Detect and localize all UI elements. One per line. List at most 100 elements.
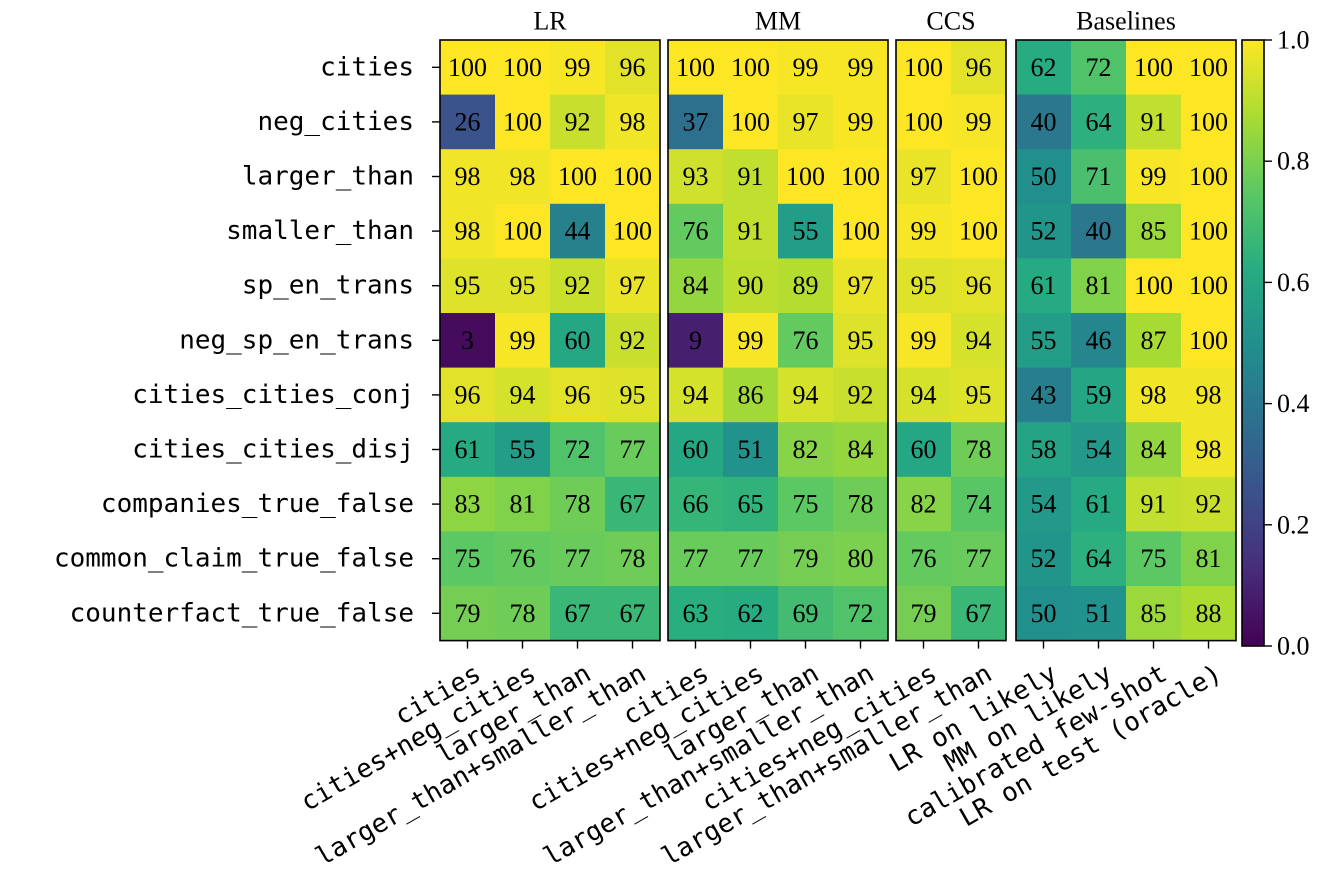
- cell-value-label: 78: [565, 490, 591, 519]
- cell-value-label: 66: [683, 490, 709, 519]
- colorbar-tick-label: 0.2: [1277, 510, 1310, 539]
- heatmap-cell: [896, 422, 952, 478]
- heatmap-cell: [951, 531, 1007, 587]
- cell-value-label: 100: [959, 217, 998, 246]
- heatmap-cell: [550, 40, 606, 96]
- cell-value-label: 40: [1086, 217, 1112, 246]
- heatmap-cell: [1016, 94, 1072, 150]
- row-label: neg_cities: [257, 107, 414, 137]
- heatmap-cell: [668, 149, 724, 205]
- cell-value-label: 98: [1141, 380, 1167, 409]
- heatmap-cell: [440, 149, 496, 205]
- cell-value-label: 79: [455, 599, 481, 628]
- heatmap-cell: [778, 149, 834, 205]
- cell-value-label: 99: [565, 53, 591, 82]
- heatmap-cell: [1126, 476, 1182, 532]
- cell-value-label: 26: [455, 107, 481, 136]
- cell-value-label: 77: [683, 544, 709, 573]
- cell-value-label: 95: [620, 380, 646, 409]
- row-label: neg_sp_en_trans: [179, 325, 414, 355]
- heatmap-cell: [1016, 40, 1072, 96]
- cell-value-label: 65: [738, 490, 764, 519]
- heatmap-cell: [1071, 476, 1127, 532]
- cell-value-label: 94: [510, 380, 536, 409]
- cell-value-label: 80: [848, 544, 874, 573]
- panel-frame: [439, 39, 661, 642]
- row-label: smaller_than: [226, 216, 414, 246]
- cell-value-label: 87: [1141, 326, 1167, 355]
- cell-value-label: 37: [683, 107, 709, 136]
- cell-value-label: 91: [1141, 490, 1167, 519]
- cell-value-label: 88: [1196, 599, 1222, 628]
- heatmap-cell: [1071, 531, 1127, 587]
- heatmap-cell: [1126, 258, 1182, 314]
- cell-value-label: 60: [911, 435, 937, 464]
- heatmap-cell: [1016, 313, 1072, 369]
- cell-value-label: 100: [959, 162, 998, 191]
- row-label: sp_en_trans: [242, 271, 414, 301]
- colorbar-tick-label: 0.4: [1277, 389, 1310, 418]
- cell-value-label: 95: [510, 271, 536, 300]
- row-label: cities_cities_disj: [132, 435, 414, 465]
- cell-value-label: 84: [1141, 435, 1167, 464]
- cell-value-label: 40: [1031, 107, 1057, 136]
- row-label: common_claim_true_false: [54, 544, 414, 574]
- cell-value-label: 99: [911, 326, 937, 355]
- cell-value-label: 71: [1086, 162, 1112, 191]
- heatmap-cell: [605, 258, 661, 314]
- heatmap-cell: [550, 258, 606, 314]
- heatmap-cell: [951, 476, 1007, 532]
- cell-value-label: 100: [841, 217, 880, 246]
- cell-value-label: 96: [455, 380, 481, 409]
- cell-value-label: 44: [565, 217, 591, 246]
- cell-value-label: 100: [1189, 162, 1228, 191]
- cell-value-label: 85: [1141, 217, 1167, 246]
- cell-value-label: 54: [1031, 490, 1057, 519]
- heatmap-cell: [550, 422, 606, 478]
- colorbar-gradient: [1242, 40, 1264, 646]
- heatmap-cell: [951, 313, 1007, 369]
- cell-value-label: 94: [911, 380, 937, 409]
- cell-value-label: 99: [793, 53, 819, 82]
- heatmap-cell: [1181, 258, 1237, 314]
- heatmap-cell: [495, 203, 551, 259]
- cell-value-label: 50: [1031, 599, 1057, 628]
- cell-value-label: 84: [848, 435, 874, 464]
- heatmap-cell: [605, 94, 661, 150]
- cell-value-label: 98: [455, 217, 481, 246]
- heatmap-cell: [550, 94, 606, 150]
- colorbar-tick-label: 0.8: [1277, 147, 1310, 176]
- heatmap-cell: [1126, 586, 1182, 642]
- heatmap-cell: [1071, 422, 1127, 478]
- heatmap-cell: [1181, 203, 1237, 259]
- heatmap-cell: [1016, 586, 1072, 642]
- heatmap-cell: [1016, 367, 1072, 423]
- heatmap-cell: [723, 476, 779, 532]
- cell-value-label: 77: [738, 544, 764, 573]
- cell-value-label: 100: [1134, 53, 1173, 82]
- heatmap-cell: [778, 313, 834, 369]
- heatmap-cell: [1181, 367, 1237, 423]
- heatmap-cell: [550, 367, 606, 423]
- heatmap-cell: [668, 258, 724, 314]
- cell-value-label: 62: [1031, 53, 1057, 82]
- cell-value-label: 100: [841, 162, 880, 191]
- heatmap-cell: [951, 203, 1007, 259]
- heatmap-cell: [668, 476, 724, 532]
- cell-value-label: 69: [793, 599, 819, 628]
- heatmap-cell: [896, 367, 952, 423]
- heatmap-cell: [723, 94, 779, 150]
- heatmap-cell: [440, 94, 496, 150]
- cell-value-label: 99: [848, 107, 874, 136]
- cell-value-label: 51: [738, 435, 764, 464]
- row-label: cities: [320, 52, 414, 82]
- cell-value-label: 75: [455, 544, 481, 573]
- cell-value-label: 92: [620, 326, 646, 355]
- cell-value-label: 78: [620, 544, 646, 573]
- heatmap-cell: [495, 313, 551, 369]
- heatmap-cell: [1181, 40, 1237, 96]
- colorbar: 0.0 0.2 0.4 0.6 0.8 1.0: [1241, 26, 1310, 661]
- heatmap-cell: [723, 422, 779, 478]
- heatmap-cell: [1126, 94, 1182, 150]
